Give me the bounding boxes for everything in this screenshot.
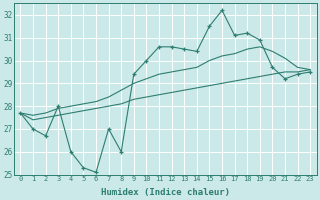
X-axis label: Humidex (Indice chaleur): Humidex (Indice chaleur) [101, 188, 230, 197]
